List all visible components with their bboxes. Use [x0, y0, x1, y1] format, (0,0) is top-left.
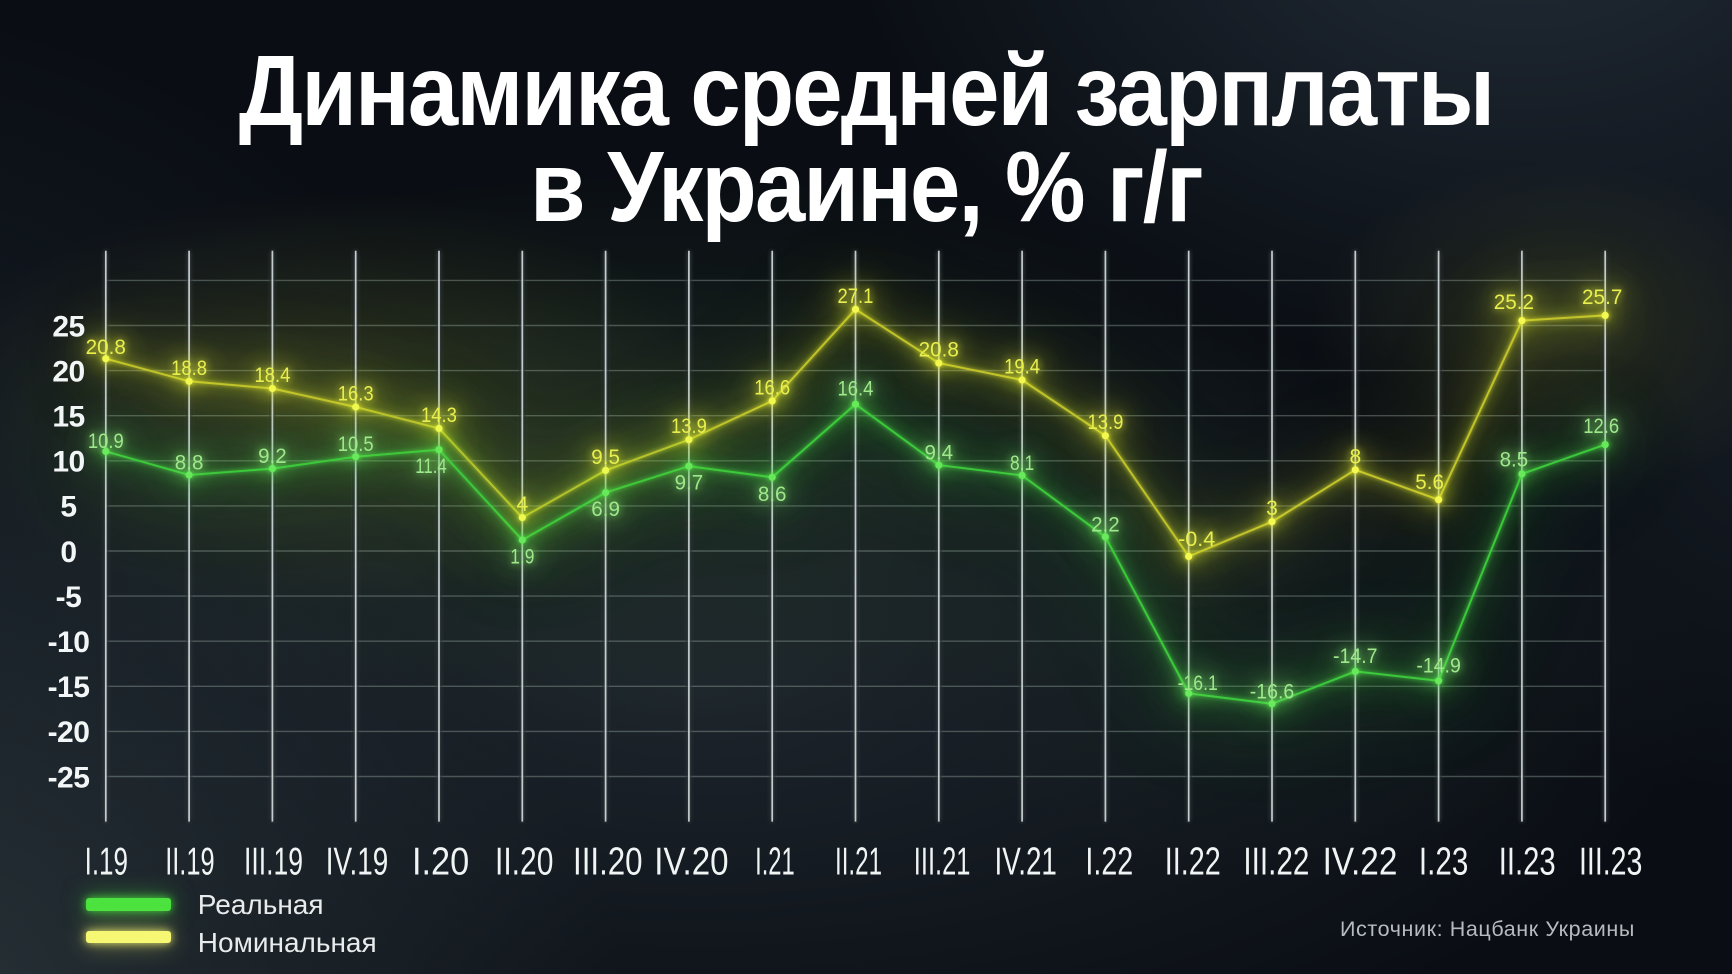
svg-text:9.7: 9.7 — [675, 471, 704, 495]
svg-text:-14.9: -14.9 — [1416, 653, 1461, 677]
svg-text:IV.20: IV.20 — [654, 841, 728, 884]
svg-text:25: 25 — [52, 310, 84, 343]
svg-text:3: 3 — [1266, 496, 1278, 520]
svg-text:I.19: I.19 — [85, 841, 128, 884]
svg-text:18.4: 18.4 — [254, 363, 290, 387]
svg-text:20.8: 20.8 — [86, 335, 126, 359]
svg-text:-20: -20 — [48, 716, 90, 749]
svg-text:-10: -10 — [48, 626, 90, 659]
svg-text:0: 0 — [60, 536, 76, 569]
svg-text:IV.21: IV.21 — [995, 841, 1057, 884]
svg-text:-5: -5 — [56, 581, 82, 614]
svg-text:8: 8 — [1349, 444, 1361, 468]
svg-text:-0.4: -0.4 — [1178, 527, 1215, 551]
svg-text:18.8: 18.8 — [171, 356, 207, 380]
svg-text:-25: -25 — [48, 761, 90, 794]
svg-text:2.2: 2.2 — [1091, 512, 1120, 536]
svg-text:-15: -15 — [48, 671, 90, 704]
svg-text:10.5: 10.5 — [338, 432, 374, 456]
svg-text:15: 15 — [52, 401, 84, 434]
svg-text:8.1: 8.1 — [1010, 451, 1034, 475]
svg-text:I.21: I.21 — [755, 841, 795, 884]
svg-text:25.7: 25.7 — [1582, 285, 1622, 309]
svg-text:13.9: 13.9 — [671, 414, 707, 438]
svg-text:III.22: III.22 — [1243, 841, 1309, 884]
svg-text:16.6: 16.6 — [754, 375, 790, 399]
svg-text:IV.22: IV.22 — [1323, 841, 1398, 884]
svg-text:-16.6: -16.6 — [1250, 679, 1295, 703]
svg-text:III.19: III.19 — [244, 841, 303, 884]
svg-text:27.1: 27.1 — [838, 284, 874, 308]
svg-text:9.2: 9.2 — [258, 444, 287, 468]
svg-text:I.22: I.22 — [1085, 841, 1133, 884]
svg-text:II.21: II.21 — [835, 841, 882, 884]
svg-text:5: 5 — [60, 491, 76, 524]
svg-text:19.4: 19.4 — [1004, 355, 1040, 379]
svg-text:20: 20 — [52, 355, 84, 388]
svg-text:11.4: 11.4 — [415, 454, 447, 478]
svg-text:25.2: 25.2 — [1494, 290, 1534, 314]
svg-text:14.3: 14.3 — [421, 403, 457, 427]
svg-text:10.9: 10.9 — [88, 429, 124, 453]
svg-text:8.5: 8.5 — [1500, 447, 1529, 471]
svg-text:13.9: 13.9 — [1087, 410, 1123, 434]
svg-text:20.8: 20.8 — [919, 338, 959, 362]
svg-text:II.20: II.20 — [495, 841, 553, 884]
svg-text:9.4: 9.4 — [925, 441, 954, 465]
svg-text:16.4: 16.4 — [838, 377, 874, 401]
svg-text:4: 4 — [516, 492, 528, 516]
svg-text:III.20: III.20 — [573, 841, 643, 884]
svg-text:16.3: 16.3 — [338, 382, 374, 406]
svg-text:8.8: 8.8 — [175, 451, 204, 475]
svg-text:-14.7: -14.7 — [1333, 644, 1378, 668]
svg-text:I.23: I.23 — [1419, 841, 1468, 884]
svg-text:III.23: III.23 — [1579, 841, 1642, 884]
svg-text:-16.1: -16.1 — [1178, 671, 1218, 695]
svg-text:II.19: II.19 — [165, 841, 214, 884]
svg-text:III.21: III.21 — [914, 841, 971, 884]
svg-text:IV.19: IV.19 — [326, 841, 389, 884]
svg-text:12.6: 12.6 — [1583, 414, 1619, 438]
svg-text:10: 10 — [52, 446, 84, 479]
svg-text:5.6: 5.6 — [1415, 470, 1444, 494]
svg-text:II.22: II.22 — [1165, 841, 1221, 884]
svg-text:1.9: 1.9 — [510, 545, 534, 569]
svg-text:II.23: II.23 — [1499, 841, 1556, 884]
svg-text:9.5: 9.5 — [591, 445, 620, 469]
svg-text:I.20: I.20 — [412, 841, 469, 884]
svg-text:6.9: 6.9 — [591, 497, 620, 521]
svg-text:8.6: 8.6 — [758, 482, 787, 506]
